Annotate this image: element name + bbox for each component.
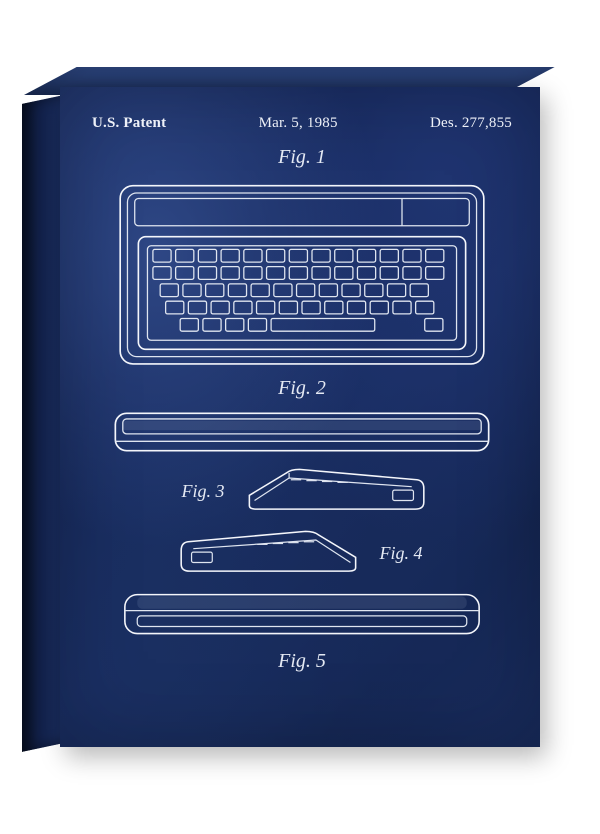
fig3-label: Fig. 3 <box>182 481 225 502</box>
patent-header: U.S. Patent Mar. 5, 1985 Des. 277,855 <box>92 115 512 132</box>
fig1-label: Fig. 1 <box>92 146 512 169</box>
canvas-print: U.S. Patent Mar. 5, 1985 Des. 277,855 Fi… <box>60 87 540 747</box>
fig4-side <box>176 522 366 584</box>
fig4-label: Fig. 4 <box>380 543 423 564</box>
fig5-label: Fig. 5 <box>92 650 512 673</box>
fig2-label: Fig. 2 <box>92 377 512 400</box>
header-left: U.S. Patent <box>92 115 166 132</box>
fig3-row: Fig. 3 <box>92 460 512 522</box>
fig4-row: Fig. 4 <box>92 522 512 584</box>
header-center: Mar. 5, 1985 <box>259 115 338 132</box>
canvas-face: U.S. Patent Mar. 5, 1985 Des. 277,855 Fi… <box>60 87 540 747</box>
blueprint-content: U.S. Patent Mar. 5, 1985 Des. 277,855 Fi… <box>60 87 540 747</box>
header-right: Des. 277,855 <box>430 115 512 132</box>
fig1-topview <box>92 173 512 373</box>
canvas-edge-left <box>22 95 64 752</box>
fig2-front <box>92 404 512 460</box>
fig3-side <box>239 460 429 522</box>
fig5-rear <box>92 584 512 646</box>
